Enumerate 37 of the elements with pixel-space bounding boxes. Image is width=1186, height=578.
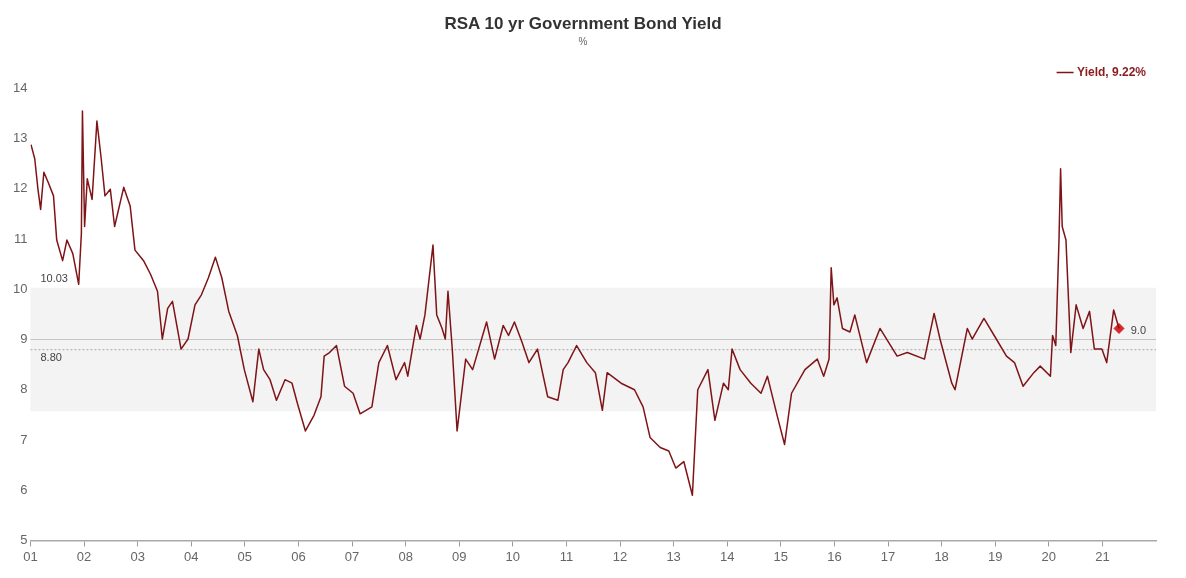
x-tick-label: 11	[559, 548, 574, 564]
y-tick-label: 10	[12, 280, 28, 296]
x-tick-label: 12	[612, 548, 628, 564]
x-tick-label: 01	[23, 548, 38, 564]
x-tick-label: 10	[505, 548, 521, 564]
x-tick-label: 02	[76, 548, 92, 564]
x-tick-label: 09	[452, 548, 467, 564]
y-tick-label: 8	[20, 381, 28, 397]
ref-line-label: 8.80	[40, 351, 62, 364]
x-tick-label: 18	[934, 548, 949, 564]
x-tick-label: 08	[398, 548, 413, 564]
x-tick-label: 20	[1041, 548, 1057, 564]
x-tick-label: 06	[291, 548, 306, 564]
x-tick-label: 05	[237, 548, 253, 564]
y-tick-label: 7	[20, 431, 28, 447]
x-tick-label: 13	[666, 548, 681, 564]
y-tick-label: 13	[12, 130, 28, 146]
x-tick-label: 15	[773, 548, 789, 564]
x-tick-label: 21	[1095, 548, 1110, 564]
legend-label: Yield, 9.22%	[1077, 64, 1147, 79]
chart-title: RSA 10 yr Government Bond Yield	[444, 13, 722, 33]
chart-subtitle: %	[578, 36, 588, 48]
y-tick-label: 12	[12, 180, 28, 196]
y-tick-label: 11	[13, 230, 28, 246]
x-tick-label: 14	[719, 548, 735, 564]
y-tick-label: 5	[20, 531, 28, 547]
band-label: 10.03	[40, 272, 68, 285]
x-tick-label: 07	[344, 548, 360, 564]
x-tick-label: 16	[827, 548, 842, 564]
ref-line-label: 9.0	[1130, 324, 1146, 337]
x-tick-label: 17	[880, 548, 896, 564]
y-tick-label: 9	[20, 331, 28, 347]
y-tick-label: 14	[12, 79, 28, 95]
x-tick-label: 04	[184, 548, 199, 564]
y-tick-label: 6	[20, 481, 28, 497]
x-tick-label: 19	[987, 548, 1003, 564]
x-tick-label: 03	[130, 548, 145, 564]
